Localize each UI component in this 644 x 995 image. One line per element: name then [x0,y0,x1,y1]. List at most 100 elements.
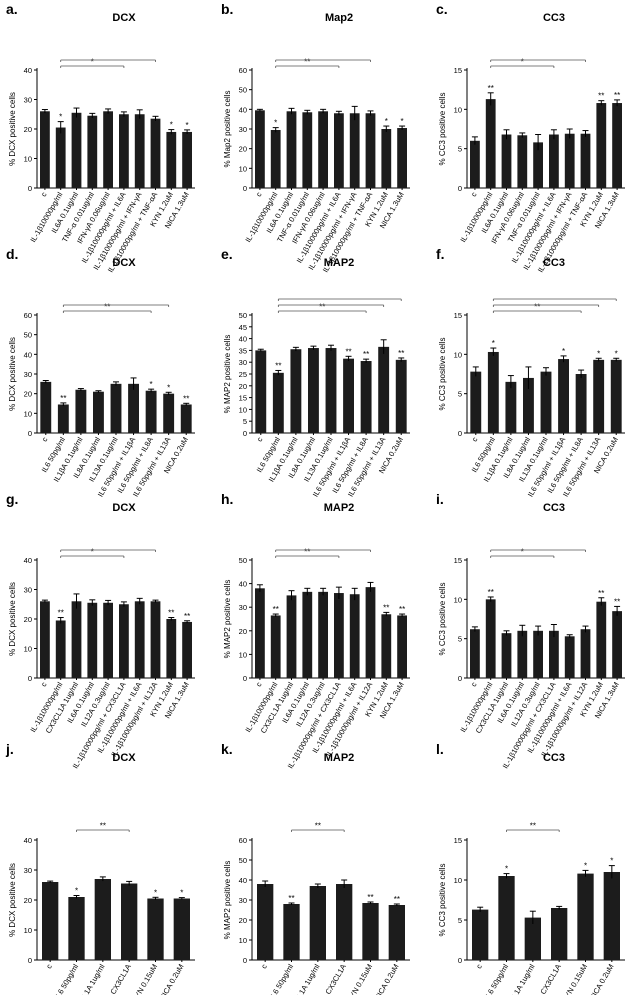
y-tick-label: 15 [454,311,462,320]
significance-mark: ** [60,394,66,403]
y-axis-label: % CC3 positive cells [438,583,447,656]
x-tick-label: c [469,680,479,688]
y-tick-label: 15 [454,836,462,845]
bar [596,601,607,678]
y-tick-label: 5 [458,635,462,644]
y-tick-label: 60 [239,66,247,75]
y-axis-label: % DCX positive cells [8,863,17,937]
bar [290,349,302,433]
chart-title: DCX [112,12,136,24]
chart-title: CC3 [543,502,565,514]
significance-mark: ** [614,91,620,100]
y-tick-label: 40 [24,66,32,75]
y-axis-label: % MAP2 positive cells [223,580,232,659]
bar [128,383,139,433]
significance-mark: * [167,383,170,392]
significance-mark: ** [288,894,294,903]
y-tick-label: 20 [24,390,32,399]
y-tick-label: 60 [239,836,247,845]
bar [577,873,594,960]
panel-label: f. [436,246,445,262]
bar [540,371,552,433]
bracket-label: ** [319,303,325,312]
y-tick-label: 20 [239,627,247,636]
chart-title: Map2 [325,12,353,24]
significance-mark: ** [398,349,404,358]
panel-label: h. [221,491,233,507]
y-tick-label: 30 [239,896,247,905]
chart-title: MAP2 [324,502,355,514]
chart-panel: l. CC3 0 5 10 15 % CC3 positive cells c * IL6 50p… [436,741,625,995]
bar [580,629,591,678]
panel-label: e. [221,246,233,262]
bar [517,135,528,188]
y-tick-label: 0 [243,184,247,193]
significance-mark: ** [363,350,369,359]
x-tick-label: c [469,190,479,198]
bar [173,898,190,960]
chart-title: DCX [112,257,136,269]
significance-mark: * [75,887,78,896]
bar [501,633,512,678]
bar [272,372,284,433]
bar [302,112,313,188]
y-tick-label: 40 [24,556,32,565]
y-tick-label: 5 [458,916,462,925]
x-tick-label: c [44,962,54,970]
x-tick-label: c [470,435,480,443]
bar [336,884,353,960]
significance-mark: * [401,117,404,126]
significance-mark: ** [58,609,64,618]
chart-title: DCX [112,752,136,764]
bar [612,611,622,678]
y-tick-label: 20 [239,145,247,154]
bar [362,903,379,960]
x-tick-label: c [40,435,50,443]
y-tick-label: 0 [243,674,247,683]
bar [87,115,98,188]
panel-label: j. [5,741,14,757]
y-tick-label: 0 [28,184,32,193]
bracket-label: ** [104,303,110,312]
chart-panel: e. MAP2 0 5 10 15 20 25 30 35 40 45 50 % MAP2 positiv… [221,246,410,498]
bar [593,359,605,433]
bar [533,142,543,188]
y-tick-label: 20 [239,916,247,925]
y-tick-label: 50 [239,556,247,565]
y-tick-label: 35 [239,346,247,355]
bar [395,359,407,433]
bar [71,601,82,678]
x-tick-label: IL6 50pg/ml [53,962,81,995]
y-tick-label: 10 [239,936,247,945]
y-axis-label: % CC3 positive cells [438,338,447,411]
bar [286,111,297,188]
bar [150,118,161,188]
bar [549,134,559,188]
bar [270,615,281,678]
bar [255,588,265,678]
y-tick-label: 5 [243,417,247,426]
bar [318,591,328,678]
panel-label: b. [221,1,233,17]
bar [378,346,390,433]
y-tick-label: 30 [239,358,247,367]
y-tick-label: 40 [239,876,247,885]
bar [270,129,281,188]
significance-mark: * [610,857,613,866]
bar [575,374,587,433]
significance-mark: * [154,888,157,897]
chart-title: DCX [112,502,136,514]
bracket-label: ** [100,822,106,831]
significance-mark: ** [598,92,604,101]
y-tick-label: 0 [243,429,247,438]
y-tick-label: 30 [24,586,32,595]
y-tick-label: 15 [454,66,462,75]
significance-mark: ** [399,605,405,614]
y-tick-label: 15 [239,394,247,403]
panel-label: d. [6,246,18,262]
significance-mark: ** [598,589,604,598]
x-tick-label: c [474,962,484,970]
bar [580,133,591,188]
